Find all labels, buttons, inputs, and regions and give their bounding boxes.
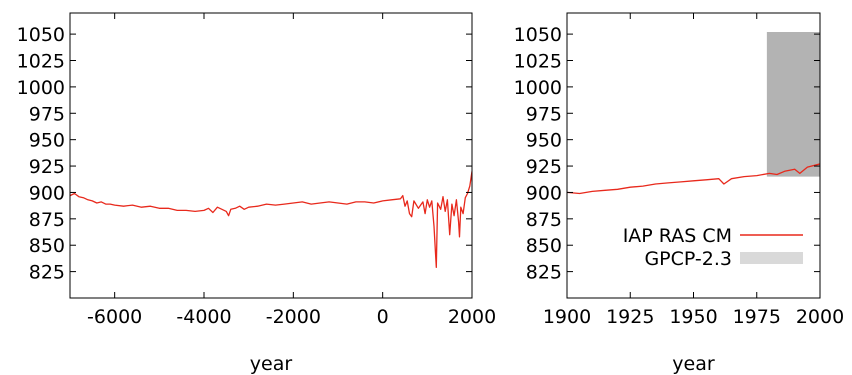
series-line-iap-ras-cm <box>567 163 820 195</box>
y-tick-label: 1050 <box>514 24 562 46</box>
y-tick-label: 900 <box>29 182 65 204</box>
x-tick-label: 1925 <box>606 306 654 328</box>
y-tick-label: 1025 <box>514 51 562 73</box>
x-tick-label: -2000 <box>266 306 321 328</box>
y-tick-label: 825 <box>29 262 65 284</box>
x-tick-label: 1900 <box>543 306 591 328</box>
y-tick-label: 850 <box>29 235 65 257</box>
y-tick-label: 850 <box>526 235 562 257</box>
y-tick-label: 1000 <box>17 77 65 99</box>
y-tick-label: 875 <box>526 209 562 231</box>
x-tick-label: -4000 <box>176 306 231 328</box>
y-tick-label: 975 <box>29 103 65 125</box>
y-tick-label: 925 <box>29 156 65 178</box>
y-tick-label: 1050 <box>17 24 65 46</box>
series-gpcp-2-3-range <box>766 32 820 177</box>
y-tick-label: 825 <box>526 262 562 284</box>
plot-frame <box>69 12 473 299</box>
series-line <box>70 171 472 269</box>
y-tick-label: 875 <box>29 209 65 231</box>
x-tick-label: 2000 <box>448 306 496 328</box>
x-tick-label: 0 <box>377 306 389 328</box>
legend-label: GPCP-2.3 <box>644 248 732 270</box>
y-tick-label: 900 <box>526 182 562 204</box>
y-tick-label: 975 <box>526 103 562 125</box>
legend-swatch-range <box>740 252 803 264</box>
panel-left: 825 850 875 900 925 950 975 1000 1025 1050 -6000 -4… <box>17 12 496 375</box>
y-tick-label: 950 <box>29 130 65 152</box>
panel-right: 825 850 875 900 925 950 975 1000 1025 1050 1900 192… <box>514 12 844 375</box>
x-tick-label: 1975 <box>733 306 781 328</box>
x-tick-label: 2000 <box>796 306 844 328</box>
y-tick-label: 950 <box>526 130 562 152</box>
x-tick-label: 1950 <box>669 306 717 328</box>
y-tick-label: 1000 <box>514 77 562 99</box>
x-axis-label: year <box>250 353 293 375</box>
legend-label: IAP RAS CM <box>623 225 732 247</box>
y-tick-label: 925 <box>526 156 562 178</box>
x-tick-label: -6000 <box>87 306 142 328</box>
y-tick-label: 1025 <box>17 51 65 73</box>
x-axis-label: year <box>672 353 715 375</box>
